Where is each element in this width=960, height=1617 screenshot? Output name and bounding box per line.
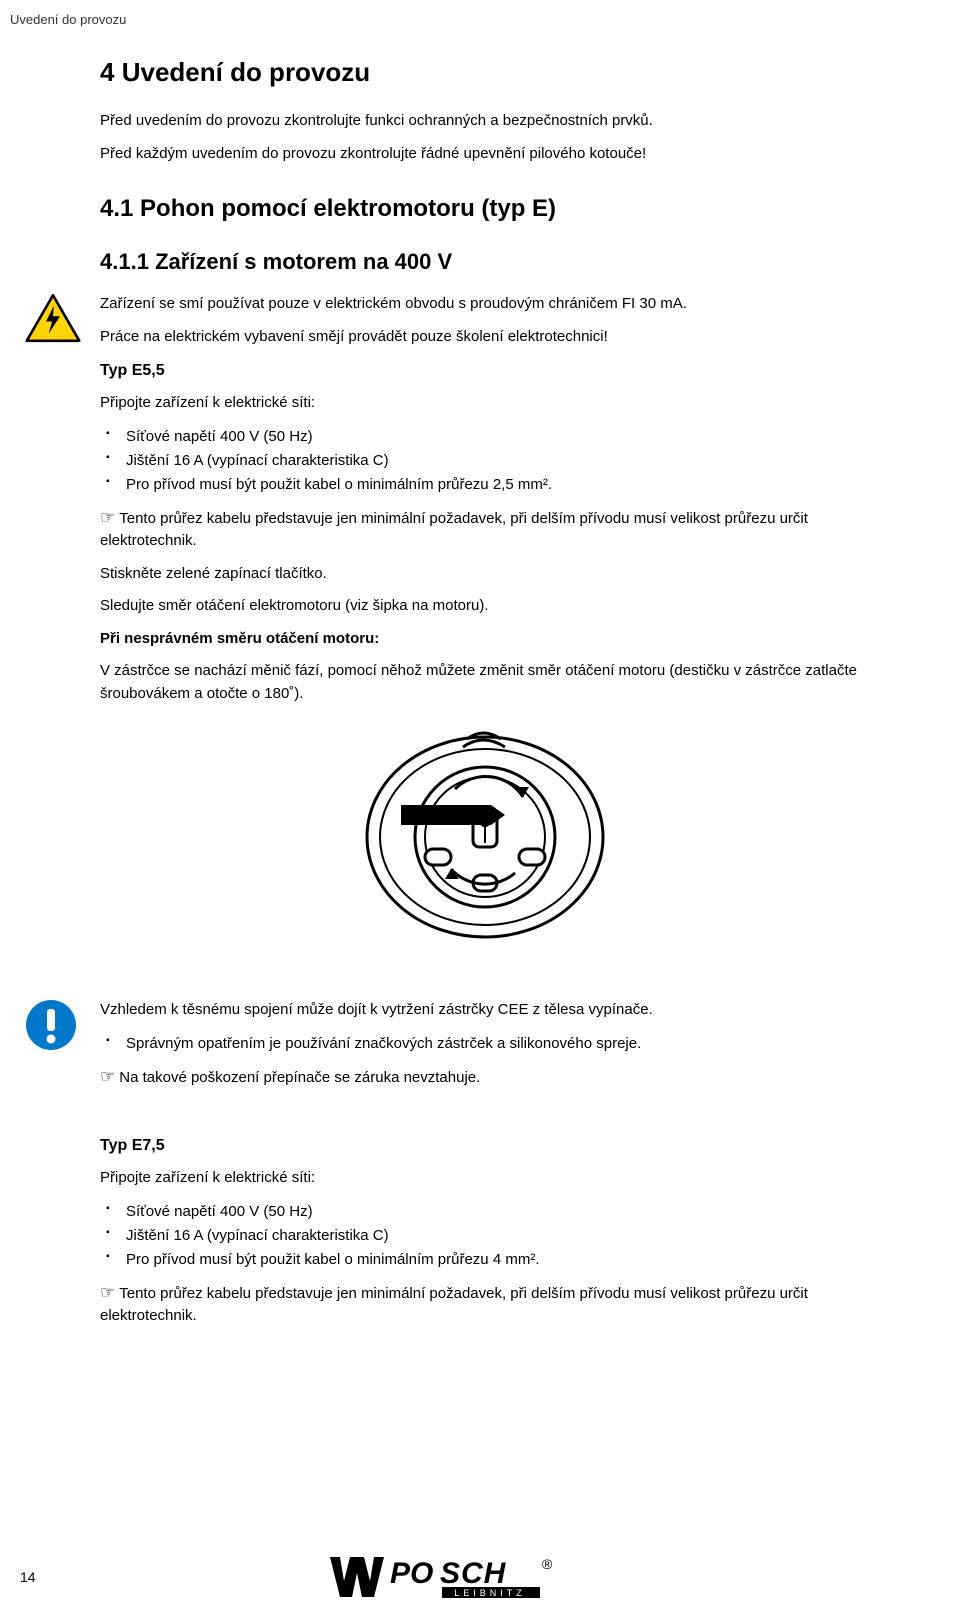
- running-header: Uvedení do provozu: [0, 0, 960, 27]
- subsection-41-title: Pohon pomocí elektromotoru (typ E): [140, 195, 556, 222]
- brand-w-icon: [330, 1557, 384, 1597]
- hand-pointer-icon: ☞: [100, 1280, 115, 1306]
- list-item: Síťové napětí 400 V (50 Hz): [122, 425, 870, 449]
- cee-plug-diagram-icon: [355, 725, 615, 945]
- section-number: 4: [100, 57, 114, 87]
- type-e55-intro: Připojte zařízení k elektrické síti:: [100, 392, 870, 415]
- type-e55-p5: Při nesprávném směru otáčení motoru:: [100, 628, 870, 651]
- notice-p1: Vzhledem k těsnému spojení může dojít k …: [100, 999, 870, 1022]
- notice-list: Správným opatřením je používání značkový…: [100, 1032, 870, 1056]
- sub411-p1: Zařízení se smí používat pouze v elektri…: [100, 293, 870, 316]
- notice-note: ☞Na takové poškození přepínače se záruka…: [100, 1064, 870, 1090]
- subsection-41-number: 4.1: [100, 195, 133, 222]
- high-voltage-warning-icon: [25, 293, 81, 343]
- intro-paragraph-2: Před každým uvedením do provozu zkontrol…: [100, 143, 870, 166]
- list-item: Jištění 16 A (vypínací charakteristika C…: [122, 449, 870, 473]
- hand-pointer-icon: ☞: [100, 1064, 115, 1090]
- type-e75-note: ☞Tento průřez kabelu představuje jen min…: [100, 1280, 870, 1328]
- type-e55-list: Síťové napětí 400 V (50 Hz) Jištění 16 A…: [100, 425, 870, 497]
- note-text: Tento průřez kabelu představuje jen mini…: [100, 510, 808, 550]
- notice-block: Vzhledem k těsnému spojení může dojít k …: [100, 999, 870, 1089]
- list-item: Jištění 16 A (vypínací charakteristika C…: [122, 1224, 870, 1248]
- page-footer: 14 PO SCH ® LEIBNITZ: [0, 1555, 960, 1599]
- note-text: Na takové poškození přepínače se záruka …: [119, 1069, 480, 1086]
- type-e75-heading: Typ E7,5: [100, 1137, 870, 1155]
- notice-exclamation-icon: [25, 999, 77, 1051]
- subsection-411-title: Zařízení s motorem na 400 V: [155, 249, 452, 274]
- svg-text:SCH: SCH: [440, 1557, 507, 1590]
- type-e55-p3: Stiskněte zelené zapínací tlačítko.: [100, 563, 870, 586]
- subsection-411-heading: 4.1.1 Zařízení s motorem na 400 V: [100, 249, 870, 275]
- svg-text:LEIBNITZ: LEIBNITZ: [454, 1588, 526, 1598]
- note-text: Tento průřez kabelu představuje jen mini…: [100, 1285, 808, 1325]
- sub411-p2: Práce na elektrickém vybavení smějí prov…: [100, 326, 870, 349]
- svg-text:®: ®: [542, 1556, 553, 1572]
- type-e75-block: Typ E7,5 Připojte zařízení k elektrické …: [100, 1137, 870, 1328]
- subsection-411-number: 4.1.1: [100, 249, 149, 274]
- type-e75-list: Síťové napětí 400 V (50 Hz) Jištění 16 A…: [100, 1200, 870, 1272]
- brand-wordmark-icon: PO SCH ® LEIBNITZ: [390, 1555, 590, 1599]
- list-item: Pro přívod musí být použit kabel o minim…: [122, 1248, 870, 1272]
- brand-logo: PO SCH ® LEIBNITZ: [330, 1555, 590, 1599]
- page-content: 4 Uvedení do provozu Před uvedením do pr…: [0, 27, 960, 1328]
- section-heading: 4 Uvedení do provozu: [100, 57, 870, 88]
- type-e75-intro: Připojte zařízení k elektrické síti:: [100, 1167, 870, 1190]
- type-e55-p4: Sledujte směr otáčení elektromotoru (viz…: [100, 595, 870, 618]
- type-e55-p6: V zástrčce se nachází měnič fází, pomocí…: [100, 660, 870, 705]
- intro-paragraph-1: Před uvedením do provozu zkontrolujte fu…: [100, 110, 870, 133]
- svg-text:PO: PO: [390, 1557, 433, 1590]
- type-e55-heading: Typ E5,5: [100, 362, 870, 380]
- section-title: Uvedení do provozu: [122, 57, 370, 87]
- type-e55-note: ☞Tento průřez kabelu představuje jen min…: [100, 505, 870, 553]
- list-item: Správným opatřením je používání značkový…: [122, 1032, 870, 1056]
- hand-pointer-icon: ☞: [100, 505, 115, 531]
- list-item: Pro přívod musí být použit kabel o minim…: [122, 473, 870, 497]
- warning-block: Zařízení se smí používat pouze v elektri…: [100, 293, 870, 705]
- subsection-41-heading: 4.1 Pohon pomocí elektromotoru (typ E): [100, 195, 870, 223]
- list-item: Síťové napětí 400 V (50 Hz): [122, 1200, 870, 1224]
- page-number: 14: [20, 1569, 36, 1585]
